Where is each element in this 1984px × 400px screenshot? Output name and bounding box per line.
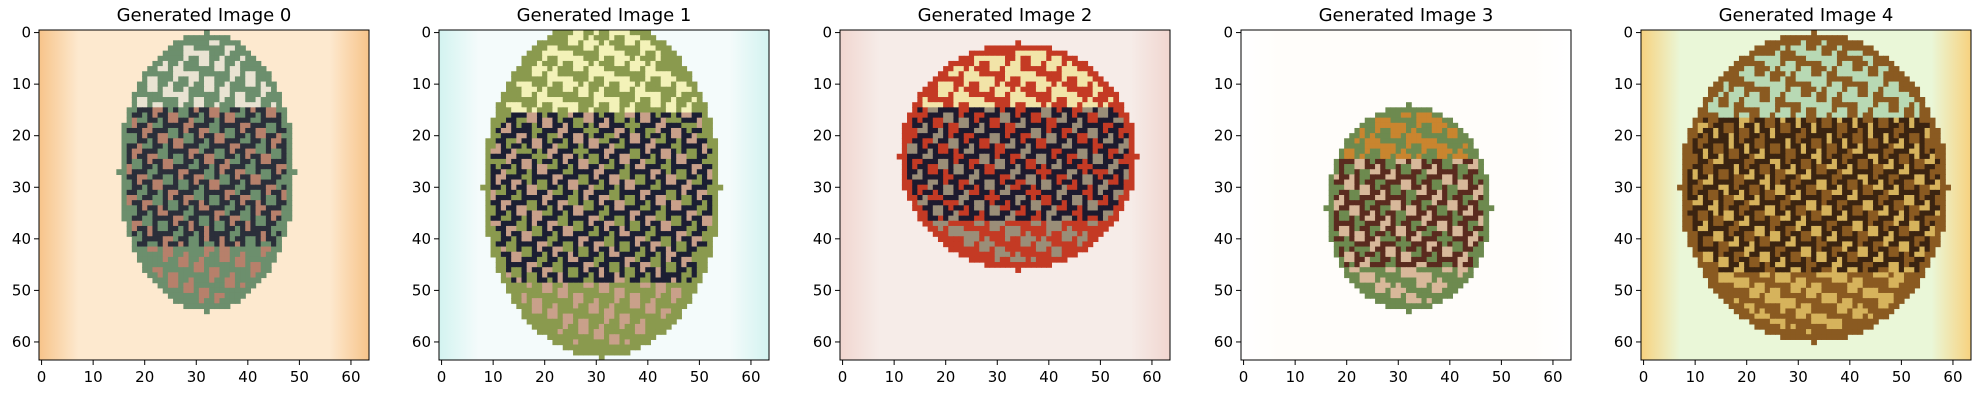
x-tick-label: 40 [638,368,657,386]
y-tick-label: 60 [813,333,832,351]
generated-image [1677,30,1951,346]
y-tick-label: 40 [813,230,832,248]
panel-title: Generated Image 4 [1719,5,1894,26]
y-tick-label: 40 [1214,230,1233,248]
x-tick-label: 50 [1091,368,1110,386]
y-tick-label: 60 [1214,333,1233,351]
panel-1: Generated Image 1 0 10 20 30 40 50 60 0 10 20 30 40 5… [412,5,770,386]
x-tick-label: 0 [1239,368,1249,386]
y-tick-label: 30 [12,178,31,196]
x-tick-label: 40 [238,368,257,386]
x-tick-label: 60 [741,368,760,386]
y-tick-label: 50 [412,281,431,299]
x-tick-label: 0 [1639,368,1649,386]
y-tick-label: 0 [1623,24,1633,42]
x-tick-label: 10 [84,368,103,386]
panel-3: Generated Image 3 0 10 20 30 40 50 60 0 10 20 30 40 5… [1214,5,1572,386]
generated-image [480,30,724,360]
y-tick-label: 0 [21,24,31,42]
x-tick-label: 10 [484,368,503,386]
x-tick-label: 30 [587,368,606,386]
x-tick-label: 20 [1737,368,1756,386]
y-tick-label: 10 [12,75,31,93]
y-tick-label: 20 [1614,127,1633,145]
panel-4: Generated Image 4 0 10 20 30 40 50 60 0 10 20 30 40 5… [1614,5,1972,386]
x-tick-label: 50 [690,368,709,386]
generated-image [1323,102,1495,315]
x-tick-label: 0 [37,368,47,386]
x-tick-label: 60 [1943,368,1962,386]
x-tick-label: 40 [1440,368,1459,386]
y-tick-label: 0 [1223,24,1233,42]
generated-image [116,30,298,315]
y-tick-label: 0 [421,24,431,42]
axes-frame [38,29,370,361]
y-tick-label: 30 [813,178,832,196]
y-tick-label: 20 [813,127,832,145]
y-tick-label: 30 [1614,178,1633,196]
panel-title: Generated Image 3 [1319,5,1494,26]
axes-frame [1640,29,1972,361]
x-tick-label: 30 [1389,368,1408,386]
x-tick-label: 0 [437,368,447,386]
panel-0: Generated Image 0 0 10 20 30 40 50 60 0 10 20 30 40 5… [12,5,370,386]
x-tick-label: 20 [535,368,554,386]
x-tick-label: 20 [936,368,955,386]
y-tick-label: 30 [412,178,431,196]
y-tick-label: 50 [813,281,832,299]
x-tick-label: 10 [1686,368,1705,386]
x-tick-label: 50 [1892,368,1911,386]
y-tick-label: 40 [12,230,31,248]
y-tick-label: 10 [1614,75,1633,93]
x-tick-label: 50 [290,368,309,386]
y-tick-label: 10 [412,75,431,93]
panel-title: Generated Image 0 [117,5,292,26]
axes-frame [839,29,1171,361]
y-tick-label: 10 [813,75,832,93]
generated-image [896,40,1140,273]
x-tick-label: 40 [1840,368,1859,386]
y-tick-label: 50 [1214,281,1233,299]
x-tick-label: 20 [1337,368,1356,386]
y-tick-label: 50 [12,281,31,299]
x-tick-label: 50 [1492,368,1511,386]
x-tick-label: 20 [135,368,154,386]
x-tick-label: 10 [885,368,904,386]
y-tick-label: 20 [12,127,31,145]
y-tick-label: 20 [1214,127,1233,145]
y-tick-label: 60 [1614,333,1633,351]
x-tick-label: 40 [1039,368,1058,386]
panel-2: Generated Image 2 0 10 20 30 40 50 60 0 10 20 30 40 5… [813,5,1171,386]
x-tick-label: 30 [988,368,1007,386]
y-tick-label: 50 [1614,281,1633,299]
y-tick-label: 40 [1614,230,1633,248]
x-tick-label: 60 [341,368,360,386]
y-tick-label: 60 [12,333,31,351]
x-tick-label: 10 [1286,368,1305,386]
axes-frame [1240,29,1572,361]
y-tick-label: 20 [412,127,431,145]
x-tick-label: 0 [838,368,848,386]
y-tick-label: 40 [412,230,431,248]
x-tick-label: 30 [1789,368,1808,386]
x-tick-label: 60 [1543,368,1562,386]
y-tick-label: 0 [822,24,832,42]
y-tick-label: 30 [1214,178,1233,196]
y-tick-label: 10 [1214,75,1233,93]
x-tick-label: 60 [1142,368,1161,386]
x-tick-label: 30 [187,368,206,386]
y-tick-label: 60 [412,333,431,351]
panel-title: Generated Image 1 [517,5,692,26]
axes-frame [438,29,770,361]
panel-title: Generated Image 2 [918,5,1093,26]
